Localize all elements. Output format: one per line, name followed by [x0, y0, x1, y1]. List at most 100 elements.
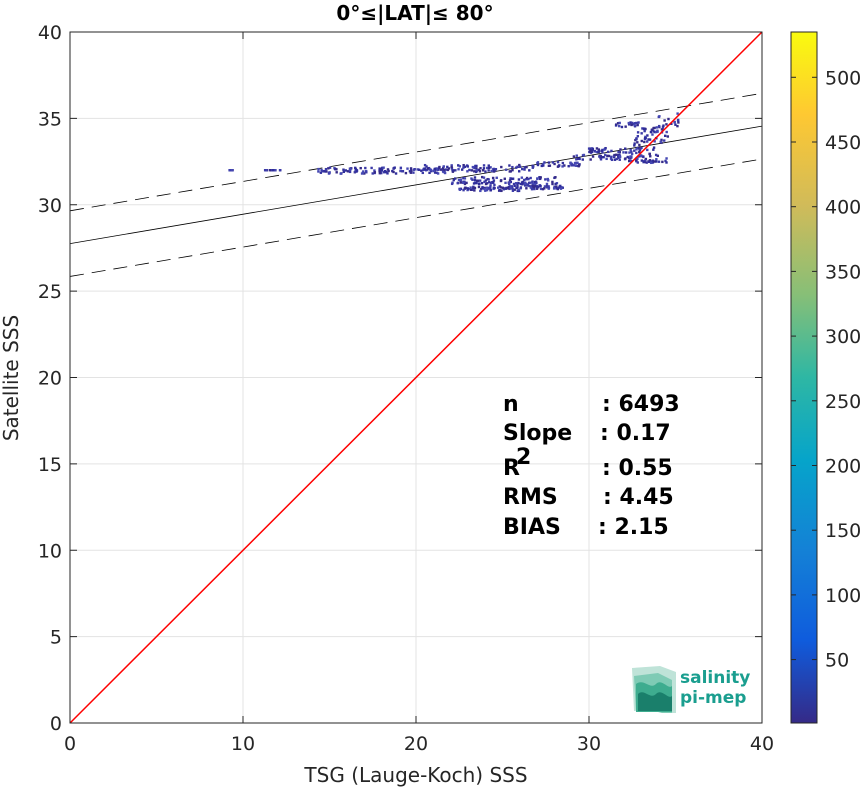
colorbar-tick-label: 400 — [825, 197, 861, 219]
density-point — [554, 176, 557, 179]
density-point — [677, 121, 680, 124]
density-point — [597, 148, 601, 151]
density-point — [574, 164, 577, 167]
colorbar-tick-label: 450 — [825, 132, 861, 154]
density-point — [620, 125, 624, 129]
y-tick-label: 35 — [38, 108, 62, 130]
density-point — [615, 157, 618, 161]
density-point — [640, 139, 643, 143]
density-point — [458, 165, 461, 168]
density-point — [525, 187, 528, 190]
density-point — [459, 178, 463, 181]
density-point — [659, 140, 662, 144]
density-point — [602, 155, 605, 159]
density-point — [363, 172, 366, 175]
density-point — [498, 189, 501, 192]
density-point — [499, 179, 503, 182]
density-point — [645, 161, 648, 164]
density-point — [545, 186, 549, 189]
density-point — [492, 170, 496, 173]
density-point — [482, 164, 486, 167]
density-point — [590, 150, 594, 154]
density-point — [599, 156, 602, 160]
density-point — [328, 171, 331, 174]
density-point — [464, 186, 467, 189]
density-point — [317, 170, 320, 173]
density-point — [426, 167, 430, 170]
density-point — [429, 168, 433, 172]
density-point — [531, 182, 534, 186]
density-point — [481, 169, 485, 172]
stat-label: Slope — [503, 421, 572, 446]
density-point — [346, 170, 350, 173]
colorbar-tick-label: 250 — [825, 391, 861, 413]
density-point — [663, 139, 666, 142]
density-point — [543, 187, 546, 190]
density-point — [655, 126, 658, 129]
density-point — [555, 187, 559, 190]
density-point — [509, 177, 512, 180]
density-point — [667, 117, 670, 121]
density-point — [490, 169, 493, 173]
density-point — [489, 184, 492, 187]
density-point — [610, 155, 613, 159]
density-point — [636, 123, 639, 127]
density-point — [553, 185, 556, 188]
density-point — [457, 168, 460, 171]
density-point — [518, 165, 522, 168]
density-point — [428, 171, 431, 175]
density-point — [319, 171, 323, 174]
statistics-box: n: 6493 Slope: 0.17 R2: 0.55 RMS: 4.45 BIAS:… — [503, 392, 680, 540]
density-point — [613, 153, 616, 157]
density-point — [487, 166, 491, 170]
density-point — [556, 165, 560, 168]
density-point — [491, 176, 495, 180]
density-point — [323, 170, 326, 173]
density-point — [378, 167, 381, 170]
density-point — [649, 155, 652, 158]
density-point — [471, 178, 474, 181]
colorbar-tick-labels: 50 100 150 200 250 300 350 400 450 500 — [791, 67, 861, 672]
density-point — [524, 181, 527, 184]
density-point — [604, 146, 607, 150]
density-point — [327, 167, 330, 170]
density-point — [499, 186, 503, 189]
density-point — [613, 158, 617, 161]
density-point — [526, 183, 530, 186]
density-point — [555, 182, 559, 185]
density-point — [640, 159, 644, 162]
density-point — [361, 171, 365, 174]
density-point — [370, 166, 373, 170]
density-point — [651, 128, 654, 131]
density-point — [484, 189, 487, 192]
colorbar-tick-label: 300 — [825, 326, 861, 348]
density-point — [627, 123, 631, 126]
density-point — [524, 183, 527, 186]
density-point — [567, 164, 570, 168]
density-point — [493, 169, 496, 172]
density-point — [646, 148, 649, 152]
lower-confidence-line — [70, 158, 762, 277]
density-point — [538, 177, 542, 181]
density-point — [520, 181, 524, 184]
density-point — [515, 166, 518, 169]
density-point — [642, 160, 645, 164]
density-point — [533, 187, 536, 191]
density-point — [551, 180, 554, 184]
density-point — [630, 152, 634, 156]
density-point — [498, 185, 501, 188]
density-point — [643, 129, 646, 133]
density-point — [595, 150, 598, 154]
density-point — [497, 186, 500, 189]
density-point — [392, 170, 395, 174]
density-point — [328, 166, 332, 169]
density-point — [450, 167, 454, 170]
density-point — [618, 151, 621, 154]
density-point — [467, 187, 470, 191]
density-point — [469, 186, 472, 189]
density-point — [451, 169, 454, 172]
density-point — [466, 165, 469, 168]
density-point — [528, 184, 531, 188]
density-point — [541, 187, 545, 191]
density-point — [509, 180, 513, 184]
